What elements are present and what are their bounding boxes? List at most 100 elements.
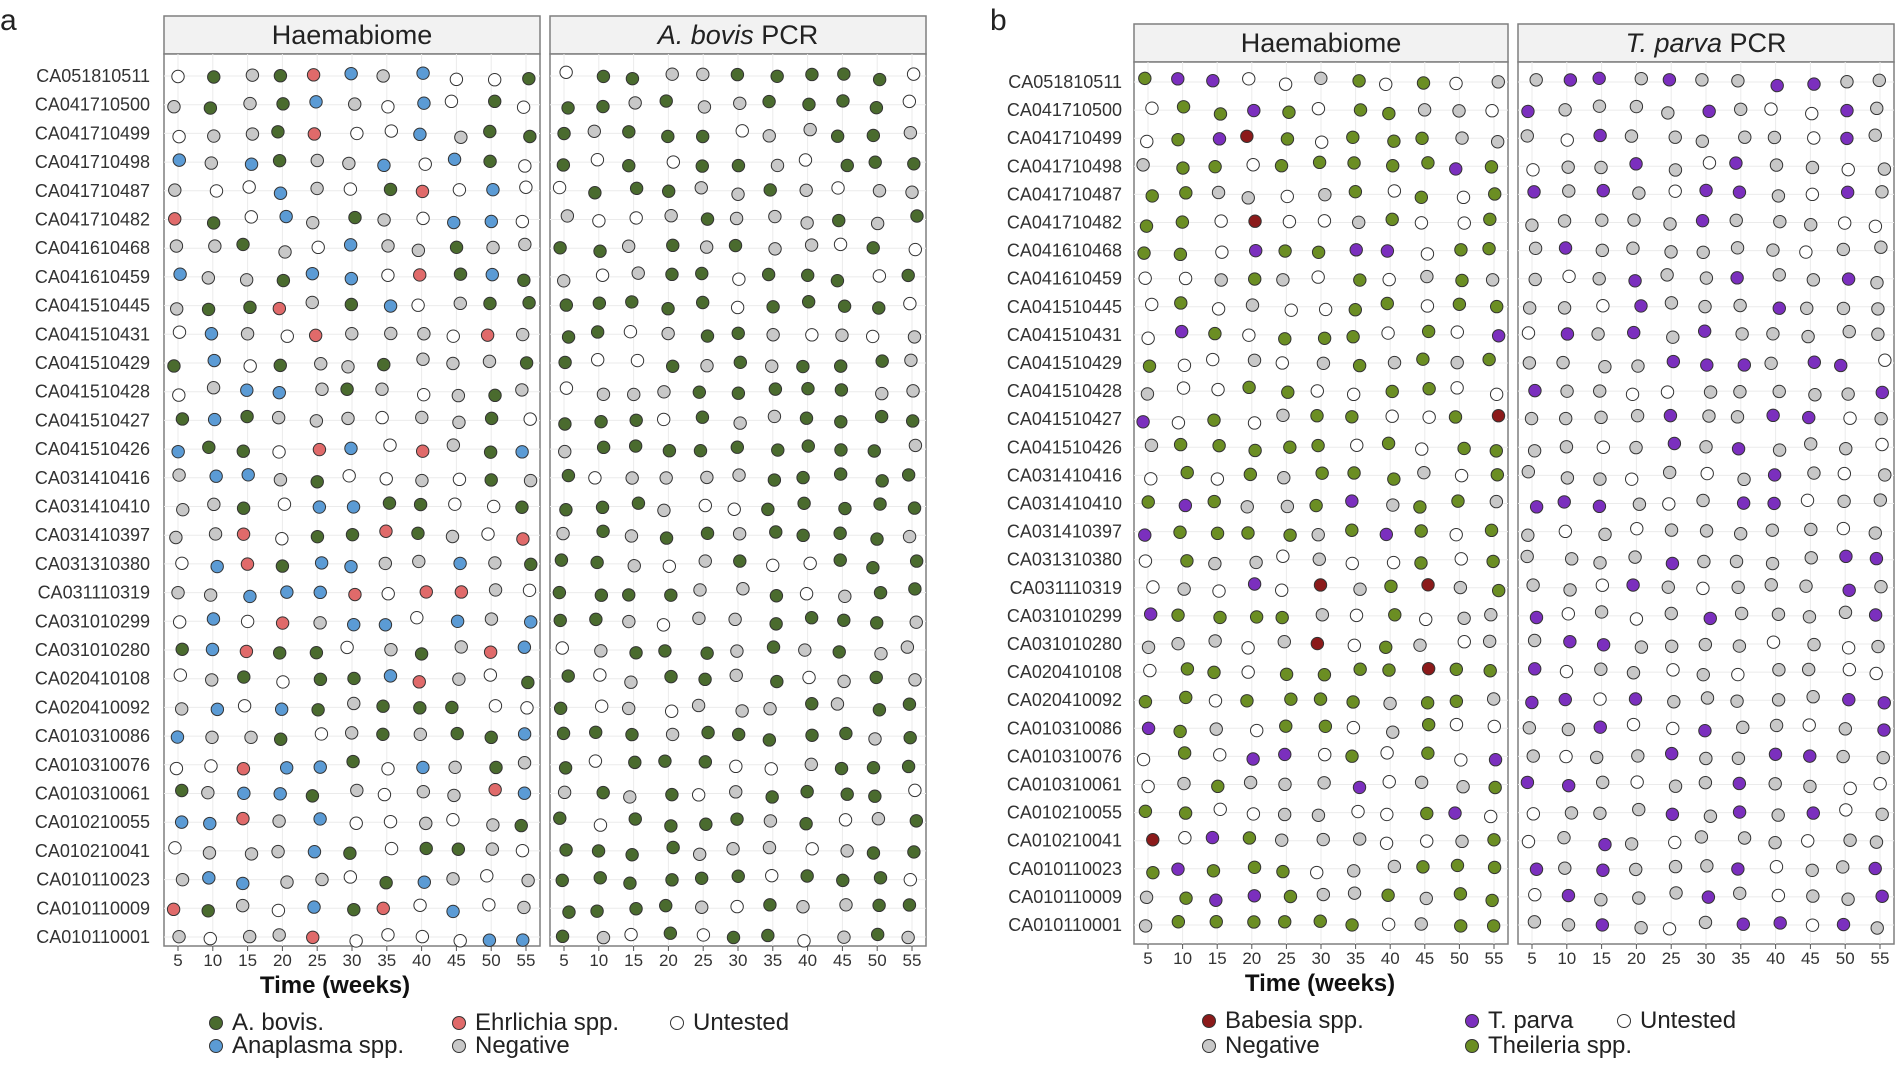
data-point bbox=[556, 726, 571, 741]
data-point bbox=[1490, 299, 1504, 314]
data-point bbox=[657, 385, 671, 399]
data-point bbox=[482, 354, 497, 369]
data-point bbox=[731, 326, 745, 340]
y-tick-label: CA041710498 bbox=[35, 152, 150, 172]
data-point bbox=[446, 438, 461, 452]
data-point bbox=[1773, 214, 1787, 229]
data-point bbox=[1486, 692, 1501, 706]
data-point bbox=[345, 527, 360, 542]
data-point bbox=[869, 670, 883, 685]
data-point bbox=[453, 556, 467, 571]
data-point bbox=[209, 469, 223, 483]
data-point bbox=[239, 644, 254, 659]
data-point bbox=[1284, 692, 1298, 706]
data-point bbox=[383, 669, 398, 683]
data-point bbox=[168, 841, 182, 855]
data-point bbox=[344, 271, 359, 286]
data-point bbox=[315, 382, 329, 396]
data-point bbox=[1557, 830, 1571, 845]
x-tick-label: 45 bbox=[1415, 949, 1434, 968]
data-point bbox=[1521, 326, 1536, 340]
data-point bbox=[1628, 274, 1642, 288]
data-point bbox=[1413, 500, 1427, 514]
data-point bbox=[1634, 921, 1648, 935]
data-point bbox=[172, 153, 186, 167]
data-point bbox=[840, 844, 854, 858]
data-point bbox=[588, 186, 602, 200]
data-point bbox=[1387, 472, 1401, 486]
data-point bbox=[659, 531, 674, 545]
data-point bbox=[243, 359, 257, 373]
data-point bbox=[1421, 661, 1436, 676]
data-point bbox=[1276, 864, 1290, 879]
facet-header bbox=[549, 15, 927, 55]
data-point bbox=[768, 382, 783, 396]
data-point bbox=[559, 503, 573, 517]
legend-swatch bbox=[1202, 1014, 1216, 1028]
data-point bbox=[483, 668, 498, 682]
data-point bbox=[1699, 183, 1713, 198]
data-point bbox=[1868, 861, 1882, 876]
data-point bbox=[799, 587, 814, 601]
data-point bbox=[1173, 437, 1188, 452]
data-point bbox=[1560, 471, 1575, 485]
data-point bbox=[201, 302, 216, 317]
data-point bbox=[452, 183, 467, 197]
data-point bbox=[1139, 890, 1154, 905]
data-point bbox=[874, 646, 888, 661]
data-point bbox=[307, 900, 321, 914]
data-point bbox=[905, 414, 920, 428]
data-point bbox=[1457, 635, 1471, 649]
data-point bbox=[517, 756, 532, 770]
data-point bbox=[873, 871, 888, 885]
data-point bbox=[1842, 583, 1856, 597]
data-point bbox=[1624, 472, 1639, 486]
data-point bbox=[693, 583, 707, 597]
data-point bbox=[1276, 273, 1290, 287]
data-point bbox=[1875, 807, 1889, 822]
data-point bbox=[173, 668, 188, 682]
x-tick-label: 45 bbox=[1801, 949, 1820, 968]
data-point bbox=[1279, 667, 1294, 681]
data-point bbox=[588, 725, 603, 739]
data-point bbox=[1770, 78, 1784, 93]
data-point bbox=[276, 97, 290, 111]
data-point bbox=[1455, 273, 1469, 288]
data-point bbox=[1171, 132, 1185, 147]
data-point bbox=[1764, 102, 1778, 116]
data-point bbox=[1529, 862, 1544, 876]
data-point bbox=[1347, 886, 1362, 900]
x-tick-label: 30 bbox=[1697, 949, 1716, 968]
data-point bbox=[1799, 245, 1813, 259]
data-point bbox=[1558, 524, 1573, 539]
data-point bbox=[832, 213, 846, 228]
data-point bbox=[692, 385, 707, 399]
data-point bbox=[590, 325, 605, 339]
data-point bbox=[1731, 751, 1746, 765]
data-point bbox=[449, 72, 464, 87]
data-point bbox=[347, 617, 361, 632]
y-tick-label: CA041710499 bbox=[1007, 128, 1122, 148]
data-point bbox=[1878, 468, 1892, 482]
data-point bbox=[208, 527, 223, 541]
data-point bbox=[1489, 494, 1504, 509]
data-point bbox=[382, 496, 397, 510]
data-point bbox=[1596, 440, 1611, 454]
data-point bbox=[1874, 412, 1888, 426]
data-point bbox=[1146, 580, 1160, 594]
data-point bbox=[378, 556, 393, 571]
data-point bbox=[308, 328, 323, 343]
data-point bbox=[1626, 578, 1640, 592]
y-tick-label: CA041510427 bbox=[1007, 409, 1122, 429]
data-point bbox=[592, 296, 607, 310]
data-point bbox=[1379, 836, 1394, 850]
data-point bbox=[801, 268, 815, 283]
data-point bbox=[1491, 409, 1506, 423]
data-point bbox=[801, 439, 815, 453]
data-point bbox=[767, 409, 782, 424]
data-point bbox=[1245, 298, 1260, 312]
data-point bbox=[1877, 162, 1892, 176]
data-point bbox=[762, 733, 777, 747]
data-point bbox=[1874, 240, 1888, 254]
data-point bbox=[1558, 861, 1572, 875]
